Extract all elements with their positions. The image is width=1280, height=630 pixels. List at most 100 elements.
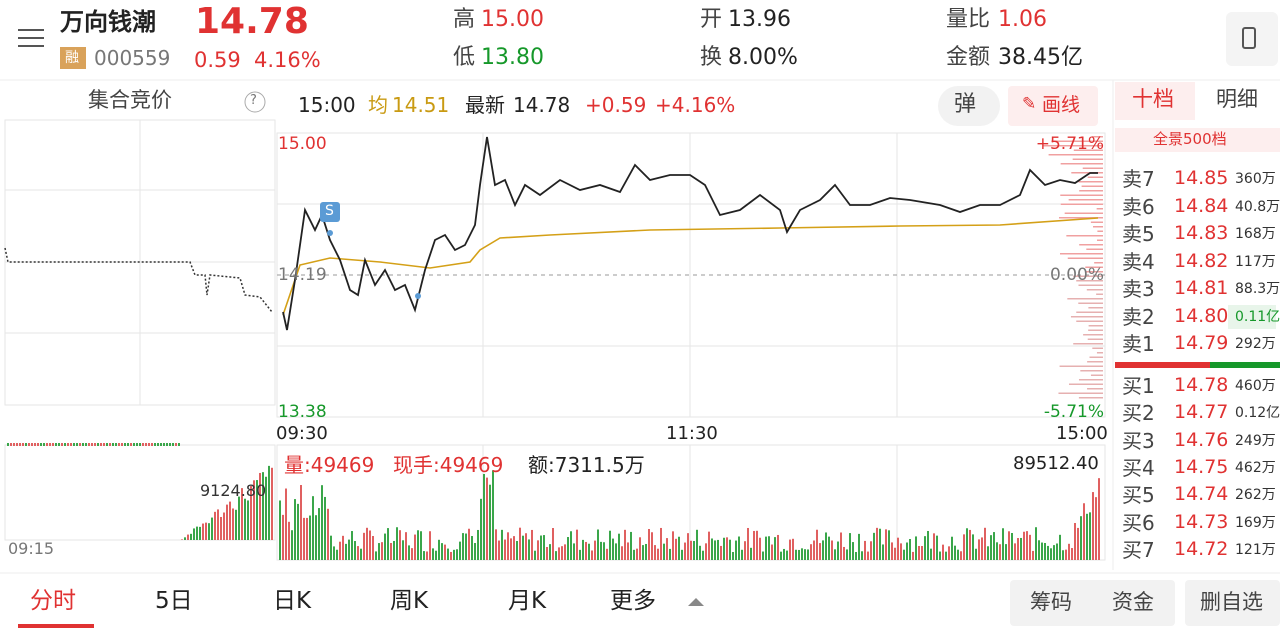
volume-bar: [825, 532, 827, 560]
tab[interactable]: 十档: [1132, 87, 1174, 111]
volume-bar: [921, 545, 923, 560]
volume-bar: [321, 485, 323, 560]
volume-bar: [852, 542, 854, 560]
volume-bar: [762, 551, 764, 560]
auction-bar: [223, 512, 225, 540]
auction-bar: [76, 443, 78, 446]
volume-bar: [960, 551, 962, 560]
volume-bar: [720, 545, 722, 560]
tab[interactable]: 周K: [390, 588, 429, 614]
tab[interactable]: 更多: [610, 588, 656, 614]
volume-bar: [522, 535, 524, 560]
depth-bar: [1060, 194, 1103, 196]
volume-bar: [396, 527, 398, 560]
hand: 现手:49469: [393, 453, 504, 477]
volume-bar: [888, 530, 890, 560]
volume-bar: [609, 530, 611, 560]
tab[interactable]: 分时: [30, 588, 76, 614]
volume-bar: [741, 549, 743, 560]
volume-bar: [576, 529, 578, 560]
axis-low: 13.38: [278, 402, 327, 422]
tab[interactable]: 月K: [508, 588, 547, 614]
depth-bar: [1071, 172, 1103, 174]
auction-bar: [178, 443, 180, 446]
info-time: 15:00: [298, 93, 356, 117]
volume-bar: [933, 533, 935, 560]
volume-bar: [636, 548, 638, 560]
popup-button[interactable]: [938, 86, 1000, 126]
auction-bar: [241, 488, 243, 540]
volume-bar: [777, 534, 779, 560]
volume-bar: [891, 542, 893, 560]
volume-bar: [885, 529, 887, 560]
auction-bar: [127, 443, 129, 446]
auction-bar: [148, 443, 150, 446]
signal-marker[interactable]: [320, 202, 340, 222]
volume-bar: [705, 543, 707, 560]
help[interactable]: ?: [250, 93, 257, 108]
volume-bar: [336, 549, 338, 560]
depth-bar: [1092, 136, 1103, 138]
book-label: 买2: [1122, 401, 1155, 426]
volume-bar: [351, 531, 353, 560]
volume-bar: [327, 508, 329, 560]
volume-bar: [681, 549, 683, 560]
volume-bar: [459, 541, 461, 560]
volume-bar: [750, 547, 752, 560]
depth-bar: [1087, 176, 1103, 178]
auction-bar: [238, 496, 240, 540]
volume-bar: [468, 528, 470, 560]
tab[interactable]: 5日: [155, 588, 193, 614]
volume-bar: [747, 527, 749, 560]
tab[interactable]: 明细: [1216, 87, 1258, 111]
depth-bar: [1087, 388, 1103, 390]
device-button[interactable]: [1226, 12, 1278, 66]
volume-bar: [714, 540, 716, 560]
depth-bar: [1067, 298, 1103, 300]
volume-bar: [978, 539, 980, 560]
volume-bar: [612, 538, 614, 560]
latest: 14.78: [513, 93, 571, 117]
depth-bar: [1066, 235, 1103, 237]
volume-bar: [936, 535, 938, 560]
volume-bar: [1089, 512, 1091, 560]
panorama[interactable]: 全景500档: [1153, 130, 1227, 148]
auction-bar: [193, 528, 195, 540]
tab[interactable]: 日K: [273, 588, 312, 614]
help-icon[interactable]: [244, 91, 266, 113]
volume-bar: [969, 529, 971, 560]
draw-button[interactable]: [1008, 86, 1098, 126]
volume-bar: [534, 550, 536, 560]
volume-bar: [591, 550, 593, 560]
draw[interactable]: 画线: [1042, 94, 1081, 116]
axis-pct-mid: 0.00%: [1049, 265, 1104, 285]
volume-bar: [855, 551, 857, 560]
stat-label: 金额: [946, 45, 991, 70]
popup[interactable]: 弹: [954, 92, 977, 117]
book-label: 卖5: [1122, 222, 1155, 246]
volume-bar: [1062, 550, 1064, 560]
action[interactable]: 删自选: [1200, 590, 1263, 614]
volume-bar: [543, 535, 545, 560]
volume-bar: [786, 550, 788, 560]
info-pct: +4.16%: [655, 93, 736, 117]
auction-bar: [214, 511, 216, 540]
volume-bar: [996, 542, 998, 560]
volume-bar: [660, 527, 662, 560]
auction-bar: [22, 443, 24, 446]
volume-bar: [528, 539, 530, 560]
volume-bar: [588, 543, 590, 560]
volume-bar: [366, 527, 368, 560]
depth-bar: [1068, 383, 1103, 385]
volume-bar: [918, 545, 920, 560]
volume-bar: [687, 533, 689, 560]
book-price: 14.80: [1174, 304, 1229, 327]
volume-bar: [555, 551, 557, 560]
volume-bar: [729, 539, 731, 560]
auction-bar: [253, 480, 255, 540]
action[interactable]: 筹码: [1030, 590, 1072, 614]
auction-bar: [40, 443, 42, 446]
volume-bar: [846, 549, 848, 560]
action[interactable]: 资金: [1112, 590, 1154, 614]
volume-bar: [1008, 531, 1010, 560]
